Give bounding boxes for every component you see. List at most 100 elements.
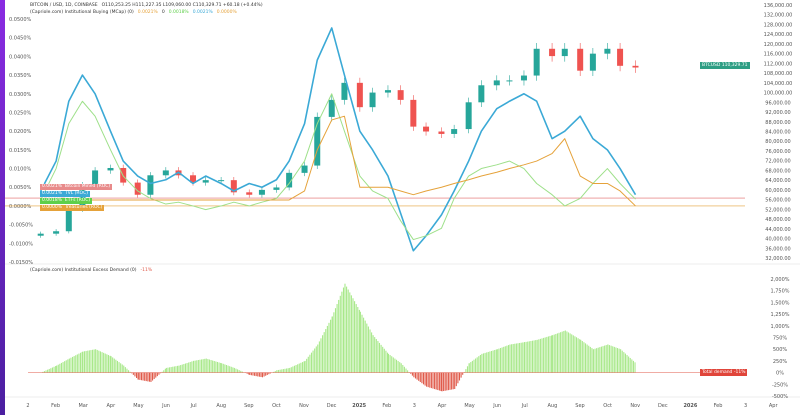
demand-bar <box>207 359 209 373</box>
demand-bar <box>318 341 320 373</box>
demand-bar <box>613 346 615 373</box>
demand-bar <box>405 368 407 373</box>
demand-bar <box>410 372 412 374</box>
roc-axis-tick: 0.0450% <box>9 36 31 42</box>
demand-bar <box>224 364 226 373</box>
demand-bar <box>600 346 602 373</box>
demand-bar <box>413 372 415 378</box>
demand-bar <box>484 352 486 373</box>
demand-bar <box>246 372 248 374</box>
time-axis-tick: Oct <box>603 403 612 409</box>
demand-bar <box>98 350 100 373</box>
demand-bar <box>147 372 149 382</box>
demand-bar <box>268 372 270 375</box>
demand-bar <box>358 309 360 373</box>
demand-bar <box>452 372 454 390</box>
candle <box>617 48 624 66</box>
demand-bar <box>421 372 423 384</box>
price-axis-tick: 120,000.00 <box>764 42 793 48</box>
demand-bar <box>408 372 410 373</box>
price-axis-tick: 96,000.00 <box>765 100 790 106</box>
demand-bar <box>55 366 57 373</box>
demand-bar <box>591 348 593 373</box>
demand-bar <box>134 372 136 377</box>
demand-bar <box>96 349 98 373</box>
demand-bar <box>342 287 345 373</box>
demand-bar <box>504 346 506 373</box>
demand-bar <box>64 361 66 373</box>
demand-bar <box>567 332 570 373</box>
demand-bar <box>473 359 475 373</box>
demand-bar <box>241 371 243 373</box>
demand-bar <box>561 331 563 373</box>
demand-bar <box>184 363 187 373</box>
demand-bar <box>303 361 305 373</box>
demand-bar <box>489 351 491 373</box>
candle <box>202 180 209 183</box>
lower-value: -11% <box>140 268 153 273</box>
demand-bar <box>216 361 219 373</box>
demand-bar <box>490 350 493 373</box>
demand-bar <box>501 347 503 373</box>
demand-bar <box>314 348 316 373</box>
candle <box>520 75 527 81</box>
demand-bar <box>227 365 229 373</box>
demand-bar <box>128 370 130 373</box>
symbol-label: BITCOIN / USD, 1D, COINBASE <box>30 3 98 8</box>
demand-bar <box>382 346 384 373</box>
candle <box>384 90 391 93</box>
demand-bar <box>424 372 426 386</box>
demand-bar <box>334 308 337 373</box>
candle <box>632 65 639 68</box>
demand-bar <box>330 319 332 373</box>
demand-bar <box>386 352 389 373</box>
demand-bar <box>564 330 566 373</box>
price-axis-tick: 56,000.00 <box>765 198 790 204</box>
time-axis-tick: Aug <box>216 403 226 409</box>
candle <box>273 187 280 190</box>
price-axis-tick: 124,000.00 <box>764 32 793 38</box>
indicator-label: (Capriole.com) Institutional Buying (MCa… <box>30 10 134 15</box>
demand-bar <box>589 346 591 373</box>
candle <box>423 126 430 132</box>
demand-bar <box>304 360 306 373</box>
window-edge <box>0 0 5 415</box>
demand-bar <box>286 368 288 373</box>
demand-axis-tick: 250% <box>773 359 788 365</box>
demand-bar <box>574 336 576 373</box>
legend-label: ETFs (ROC) <box>64 198 91 203</box>
demand-bar <box>426 372 428 387</box>
demand-bar <box>558 332 560 373</box>
price-axis-tick: 80,000.00 <box>765 139 790 145</box>
price-axis-tick: 104,000.00 <box>764 81 793 87</box>
demand-axis-tick: 2,000% <box>770 277 789 283</box>
demand-bar <box>124 367 126 373</box>
demand-bar <box>572 335 574 373</box>
demand-bar <box>333 312 335 373</box>
demand-bar <box>75 355 77 373</box>
demand-bar <box>222 363 224 373</box>
demand-bar <box>372 335 374 373</box>
demand-bar <box>110 356 112 373</box>
price-axis-tick: 32,000.00 <box>765 256 790 262</box>
candle <box>478 85 485 103</box>
demand-axis-tick: -250% <box>772 382 788 388</box>
time-axis-tick: Jul <box>190 403 197 409</box>
demand-bar <box>507 345 510 373</box>
candle <box>147 175 154 195</box>
time-axis-tick: Jun <box>161 403 170 409</box>
demand-bar <box>62 362 64 373</box>
demand-bar <box>481 353 483 373</box>
time-axis-tick: Apr <box>438 403 448 409</box>
demand-bar <box>359 311 361 373</box>
demand-bar <box>584 343 587 373</box>
demand-bar <box>191 361 193 373</box>
demand-bar <box>121 364 123 373</box>
demand-bar <box>618 348 620 373</box>
indicator-value: 0.0021% <box>137 10 158 15</box>
demand-bar <box>167 367 169 373</box>
candle <box>65 209 72 232</box>
demand-bar <box>210 360 212 373</box>
price-axis-tick: 76,000.00 <box>765 149 790 155</box>
